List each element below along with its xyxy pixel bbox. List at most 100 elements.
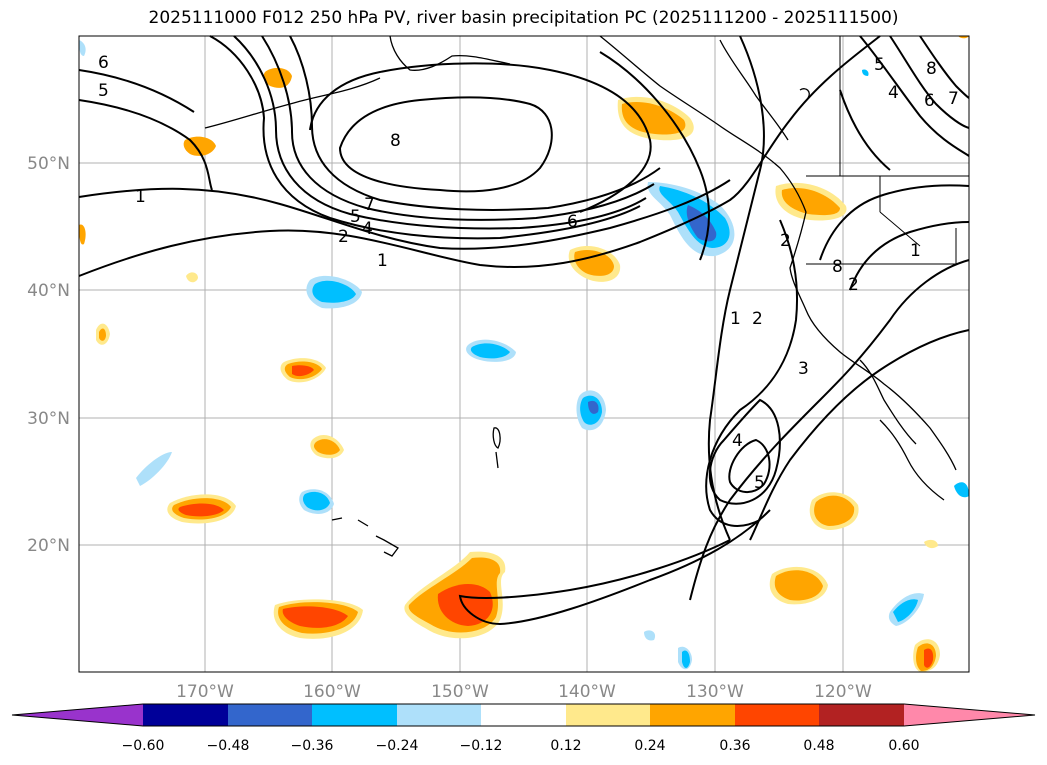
contour-label: 5 (350, 207, 361, 227)
contour-label: 2 (780, 231, 791, 251)
colorbar-bin (312, 704, 397, 726)
precip-anomaly-positive (958, 36, 969, 39)
longitude-labels: 170°W 160°W 150°W 140°W 130°W 120°W (176, 682, 872, 702)
contour-label: 1 (377, 251, 388, 271)
political-boundaries (806, 175, 969, 265)
lon-label-150w: 150°W (431, 682, 489, 702)
pv-contour-ne-2 (889, 35, 970, 129)
precip-anomaly-positive (178, 503, 224, 517)
precip-anomaly-positive (99, 328, 106, 341)
colorbar-tick-label: −0.36 (291, 738, 334, 754)
precip-anomaly-positive (186, 272, 198, 283)
colorbar-extend-low (12, 704, 143, 726)
precip-anomaly-positive (814, 495, 855, 526)
precip-anomaly-positive (621, 101, 686, 135)
precip-anomaly-positive (924, 539, 938, 549)
pv-contour-1-east (689, 259, 970, 601)
pv-contour-7 (289, 35, 661, 211)
map-title: 2025111000 F012 250 hPa PV, river basin … (148, 8, 899, 28)
pv-contour-4 (233, 35, 647, 230)
island (495, 451, 499, 469)
contour-label: 7 (364, 195, 375, 215)
pv-contour-6-east (599, 51, 710, 261)
latitude-labels: 50°N 40°N 30°N 20°N (27, 154, 70, 556)
colorbar (11, 703, 1036, 727)
contour-label: 6 (98, 53, 109, 73)
colorbar-labels: −0.60 −0.48 −0.36 −0.24 −0.12 0.12 0.24 … (122, 738, 920, 754)
pv-contour-trough (458, 509, 771, 626)
precip-anomaly-positive (282, 606, 348, 628)
lon-label-140w: 140°W (558, 682, 616, 702)
contour-label: 7 (948, 89, 959, 109)
colorbar-tick-label: −0.12 (460, 738, 503, 754)
pv-contour-5-west (78, 99, 213, 191)
colorbar-tick-label: 0.12 (550, 738, 581, 754)
precip-anomaly-negative (470, 343, 510, 359)
pv-contour-east-upper (819, 184, 970, 261)
pv-contour-ne-4 (839, 89, 891, 171)
precip-anomaly-negative (682, 650, 690, 668)
contour-label: 2 (848, 275, 859, 295)
baja-california (859, 359, 917, 445)
contour-label: 1 (910, 241, 921, 261)
precip-anomaly-negative (588, 400, 599, 414)
precip-anomaly-positive (781, 188, 840, 216)
pv-contour-2-east (749, 329, 970, 541)
colorbar-tick-label: 0.60 (888, 738, 919, 754)
precip-anomaly-negative (302, 491, 330, 511)
colorbar-bin (481, 704, 566, 726)
precip-anomaly-positive (437, 583, 493, 626)
map-panel: 6 5 1 8 7 5 4 2 1 6 5 4 6 7 8 1 2 1 2 3 … (78, 35, 970, 673)
map-frame (78, 35, 970, 673)
contour-label: 8 (926, 59, 937, 79)
colorbar-tick-label: −0.60 (122, 738, 165, 754)
precip-anomaly-positive (924, 648, 934, 668)
precip-anomaly-positive (313, 439, 340, 455)
colorbar-tick-label: −0.24 (376, 738, 419, 754)
precip-anomaly-negative (312, 280, 356, 303)
contour-label: 4 (362, 219, 373, 239)
precip-anomaly-negative (644, 630, 656, 641)
mainland-coast (879, 419, 945, 501)
lon-label-130w: 130°W (686, 682, 744, 702)
contour-label: 3 (798, 359, 809, 379)
contour-label: 5 (754, 473, 765, 493)
colorbar-bin (819, 704, 904, 726)
alaska-coast (389, 35, 511, 71)
pv-contours (78, 35, 970, 626)
precip-anomaly-positive (292, 365, 314, 377)
colorbar-bin (397, 704, 481, 726)
contour-label: 2 (752, 309, 763, 329)
precip-anomaly-positive (79, 224, 86, 245)
pv-contour-3 (705, 219, 799, 527)
colorbar-tick-label: 0.48 (803, 738, 834, 754)
colorbar-bin (735, 704, 819, 726)
colorbar-bin (650, 704, 735, 726)
lon-label-160w: 160°W (303, 682, 361, 702)
pv-contour-6-west (78, 69, 195, 113)
pv-contour-ne-3 (919, 35, 970, 99)
contour-label: 1 (730, 309, 741, 329)
pv-contour-8 (338, 96, 553, 193)
map-background (79, 36, 969, 672)
colorbar-outline (11, 703, 1036, 727)
colorbar-tick-label: 0.24 (634, 738, 665, 754)
contour-label: 2 (338, 227, 349, 247)
hawaii-islands (331, 517, 399, 557)
contour-label: 5 (98, 81, 109, 101)
colorbar-bin (566, 704, 650, 726)
colorbar-bin (143, 704, 228, 726)
bc-coast (599, 35, 807, 213)
precip-anomaly-negative (79, 40, 86, 56)
lon-label-120w: 120°W (814, 682, 872, 702)
island (492, 427, 501, 449)
inner-coast (719, 39, 789, 141)
pv-contour-4-loop (708, 398, 781, 505)
colorbar-tick-label: 0.36 (719, 738, 750, 754)
colorbar-extend-high (904, 704, 1035, 726)
pv-contour-1-upper (78, 179, 731, 250)
colorbar-bin (228, 704, 312, 726)
precip-anomaly-negative (954, 482, 969, 498)
pv-contour-1-ridge (707, 35, 765, 541)
